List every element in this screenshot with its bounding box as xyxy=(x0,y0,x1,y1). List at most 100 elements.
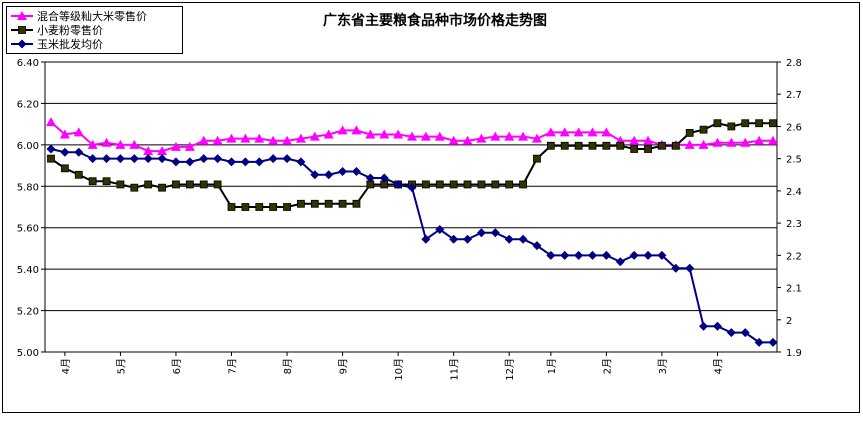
series-2-point xyxy=(172,180,180,189)
series-3-point xyxy=(365,173,375,183)
series-3-point xyxy=(712,321,722,331)
series-1-point xyxy=(531,133,542,143)
series-2-point xyxy=(185,180,194,189)
series-3-point xyxy=(685,263,695,273)
series-2-point xyxy=(519,180,527,189)
series-2-point xyxy=(116,180,125,189)
y-right-tick-label: 2 xyxy=(786,316,792,327)
x-tick-label: 5月 xyxy=(115,358,127,374)
chart-title: 广东省主要粮食品种市场价格走势图 xyxy=(323,12,547,29)
legend-label: 混合等级籼大米零售价 xyxy=(37,9,147,23)
series-1-point xyxy=(323,129,334,139)
y-right-tick-label: 2.8 xyxy=(786,58,802,69)
y-left-tick-label: 6.40 xyxy=(17,58,39,69)
x-tick-label: 12月 xyxy=(504,358,516,381)
series-3-point xyxy=(74,147,84,157)
series-2-point xyxy=(477,180,486,189)
series-1-point xyxy=(407,131,417,141)
series-2-point xyxy=(574,141,583,150)
series-2-point xyxy=(158,183,166,192)
x-tick-label: 10月 xyxy=(393,358,405,381)
y-right-tick-label: 2.5 xyxy=(786,155,802,166)
series-1-point xyxy=(684,139,695,149)
series-2-point xyxy=(297,199,305,208)
series-3-point xyxy=(449,234,459,244)
series-3-point xyxy=(351,167,361,177)
series-3-point xyxy=(699,321,709,331)
series-3-point xyxy=(60,147,70,157)
series-2-point xyxy=(74,170,83,179)
series-2-point xyxy=(630,145,639,153)
series-2-point xyxy=(741,119,750,128)
series-3-point xyxy=(490,228,500,238)
y-left-tick-label: 6.00 xyxy=(17,141,39,152)
series-1-point xyxy=(184,141,195,151)
y-axis-right: 1.9 2 2.1 2.2 2.3 2.4 2.5 2.6 2.7 2.8 xyxy=(777,58,802,359)
series-3-point xyxy=(213,154,223,164)
series-2-point xyxy=(352,199,361,208)
series-1-point xyxy=(629,135,640,145)
y-right-tick-label: 1.9 xyxy=(786,348,802,359)
x-axis: 4月 5月 6月 7月 8月 9月 10月 11月 12月 1月 2月 3月 4月 xyxy=(60,352,724,381)
plot-area xyxy=(44,61,778,353)
series-3-point xyxy=(254,157,264,167)
series-3-point xyxy=(88,154,98,164)
series-3-point xyxy=(518,234,528,244)
series-2-point xyxy=(491,180,500,189)
series-2-point xyxy=(588,141,597,150)
series-2-point xyxy=(533,154,541,163)
series-2-point xyxy=(88,177,97,186)
series-2-point xyxy=(338,199,347,208)
series-2-point xyxy=(769,119,777,128)
series-1-point xyxy=(768,135,778,145)
series-2-point xyxy=(269,203,278,211)
series-3-point xyxy=(171,157,181,167)
series-3-point xyxy=(601,250,611,260)
series-1-point xyxy=(295,133,306,143)
x-tick-label: 4月 xyxy=(712,358,724,374)
x-tick-label: 7月 xyxy=(227,358,239,374)
series-1-point xyxy=(226,133,237,143)
legend-swatch-marker xyxy=(17,11,27,20)
x-tick-label: 11月 xyxy=(449,358,461,381)
series-2-point xyxy=(658,141,666,150)
series-1-point xyxy=(740,137,751,147)
y-right-tick-label: 2.2 xyxy=(786,251,802,262)
series-2-point xyxy=(644,145,652,153)
series-3-point xyxy=(143,154,153,164)
series-3-point xyxy=(463,234,473,244)
series-1-point xyxy=(254,133,265,143)
series-3-point xyxy=(671,263,681,273)
series-1-point xyxy=(573,127,584,137)
series-3-point xyxy=(46,144,56,154)
series-3-point xyxy=(227,157,236,167)
series-1-point xyxy=(490,131,501,141)
series-2-point xyxy=(463,180,472,189)
x-tick-label: 8月 xyxy=(282,358,294,374)
series-3-point xyxy=(754,337,764,347)
series-2-point xyxy=(685,128,694,137)
series-2-point xyxy=(755,119,764,128)
y-right-tick-label: 2.4 xyxy=(786,187,802,198)
series-3-point xyxy=(643,250,653,260)
series-3-point xyxy=(185,157,195,167)
series-layer xyxy=(46,117,778,347)
series-1-point xyxy=(282,135,293,145)
series-3-point xyxy=(726,328,736,338)
x-tick-label: 3月 xyxy=(657,358,669,374)
series-3-point xyxy=(546,250,556,260)
series-2-point xyxy=(699,125,708,134)
series-1-point xyxy=(448,135,459,145)
series-1-point xyxy=(365,129,376,139)
series-1-point xyxy=(59,129,70,139)
series-2-point xyxy=(213,180,222,189)
series-1-point xyxy=(601,127,612,137)
series-3-point xyxy=(310,170,320,180)
y-left-tick-label: 5.40 xyxy=(17,265,39,276)
y-right-tick-label: 2.7 xyxy=(786,90,802,101)
series-2-point xyxy=(713,119,722,128)
series-3-point xyxy=(574,250,584,260)
series-3-point xyxy=(282,154,292,164)
series-2-point xyxy=(546,141,555,150)
series-3-point xyxy=(615,257,625,267)
